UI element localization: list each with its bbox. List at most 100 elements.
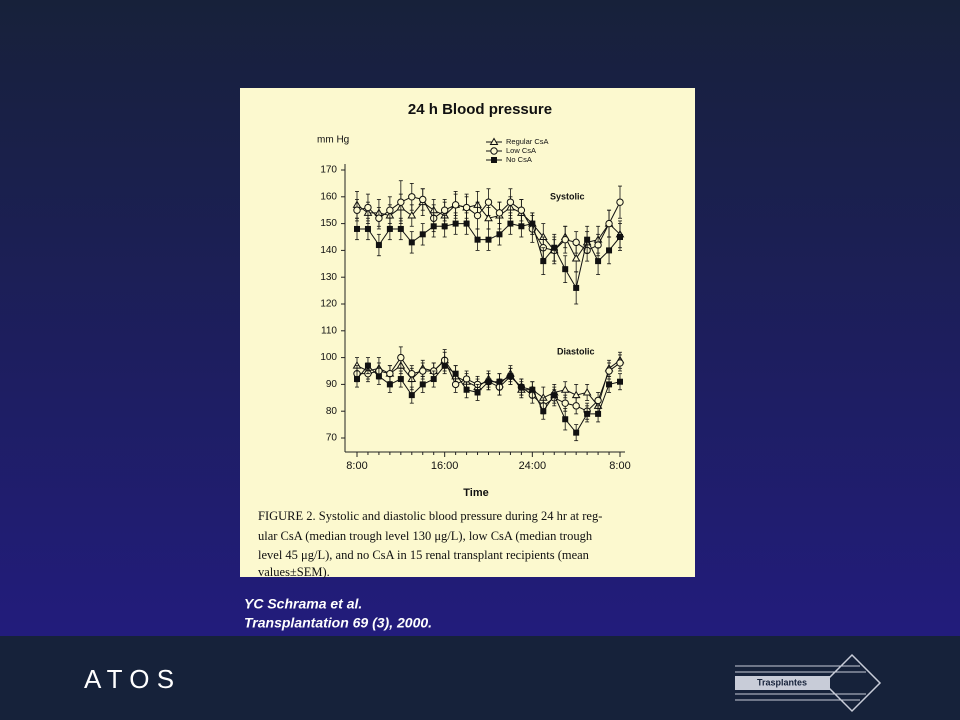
logo-bar (735, 676, 830, 690)
caption-line: level 45 μg/L), and no CsA in 15 renal t… (258, 548, 590, 562)
data-point (397, 376, 404, 383)
data-point (463, 386, 470, 393)
legend-marker (491, 157, 497, 163)
data-point (562, 416, 569, 423)
x-tick-label: 8:00 (609, 460, 630, 472)
chart-title: 24 h Blood pressure (408, 101, 552, 118)
data-point (462, 203, 471, 212)
citation: YC Schrama et al. (244, 596, 362, 612)
data-point (451, 380, 460, 389)
logo-diamond (822, 653, 882, 713)
legend-label: Regular CsA (506, 137, 549, 146)
data-point (605, 219, 613, 228)
data-point (397, 353, 405, 362)
data-point (605, 367, 613, 375)
figure-panel (240, 88, 695, 577)
data-point (529, 386, 536, 393)
data-point (375, 373, 382, 380)
data-point (451, 201, 460, 209)
caption-line: ular CsA (median trough level 130 μg/L),… (258, 529, 593, 543)
data-point (594, 396, 602, 405)
data-point (540, 258, 547, 265)
data-point (474, 236, 481, 243)
data-point (419, 367, 427, 375)
data-point (594, 241, 602, 249)
x-tick-label: 16:00 (431, 460, 459, 472)
data-point (606, 381, 613, 388)
data-point (440, 206, 449, 214)
data-point (595, 258, 602, 265)
data-point (386, 369, 394, 378)
logo-text: Trasplantes (757, 677, 807, 687)
caption-line: FIGURE 2. Systolic and diastolic blood p… (258, 509, 602, 523)
data-point (419, 231, 426, 238)
data-point (518, 223, 525, 230)
y-tick-label: 100 (320, 352, 337, 363)
data-point (419, 195, 427, 204)
legend-label: Low CsA (506, 146, 536, 155)
data-point (584, 410, 591, 417)
caption-line: values±SEM). (258, 565, 330, 579)
data-point (452, 220, 459, 227)
legend-label: No CsA (506, 155, 532, 164)
data-point (540, 408, 547, 415)
data-point (354, 225, 360, 232)
data-point (582, 387, 592, 396)
data-point (484, 213, 493, 222)
citation: Transplantation 69 (3), 2000. (244, 615, 432, 631)
data-point (474, 389, 481, 396)
data-point (463, 220, 470, 227)
legend-marker (489, 137, 499, 145)
data-point (353, 206, 361, 214)
data-point (561, 235, 569, 244)
data-point (506, 198, 515, 206)
data-point (616, 359, 624, 367)
data-point (462, 375, 471, 383)
data-point (551, 392, 558, 399)
x-tick-label: 8:00 (346, 460, 367, 472)
data-point (364, 225, 371, 232)
data-point (584, 236, 591, 243)
data-point (430, 376, 437, 383)
data-point (495, 209, 504, 217)
data-point (560, 385, 570, 393)
y-tick-label: 160 (320, 191, 337, 202)
data-point (617, 378, 623, 385)
data-point (441, 223, 448, 230)
data-point (408, 392, 415, 399)
caption: FIGURE 2. Systolic and diastolic blood p… (258, 509, 602, 579)
data-point (408, 193, 416, 201)
data-point (529, 220, 536, 227)
y-tick-label: 70 (326, 433, 338, 444)
data-point (616, 198, 624, 206)
data-point (562, 266, 569, 273)
data-point (573, 429, 580, 436)
annotation: Diastolic (557, 346, 595, 356)
data-point (354, 376, 360, 383)
data-point (386, 225, 393, 232)
x-axis-label: Time (463, 487, 488, 499)
y-tick-label: 130 (320, 272, 337, 283)
y-axis-label: mm Hg (317, 135, 349, 146)
brand: A T O S (84, 664, 174, 694)
data-point (606, 247, 613, 254)
logo: Trasplantes (735, 653, 882, 713)
y-tick-label: 80 (326, 406, 338, 417)
x-tick-label: 24:00 (519, 460, 547, 472)
y-tick-label: 150 (320, 218, 337, 229)
data-point (407, 211, 417, 219)
data-point (617, 234, 623, 240)
legend-marker (490, 147, 498, 155)
data-point (507, 220, 514, 227)
data-point (473, 211, 482, 220)
y-tick-label: 170 (320, 165, 337, 176)
data-point (517, 206, 526, 214)
data-point (485, 236, 492, 243)
data-point (485, 378, 492, 385)
data-point (496, 378, 503, 385)
data-point (364, 203, 372, 212)
data-point (408, 239, 415, 246)
y-tick-label: 140 (320, 245, 337, 256)
